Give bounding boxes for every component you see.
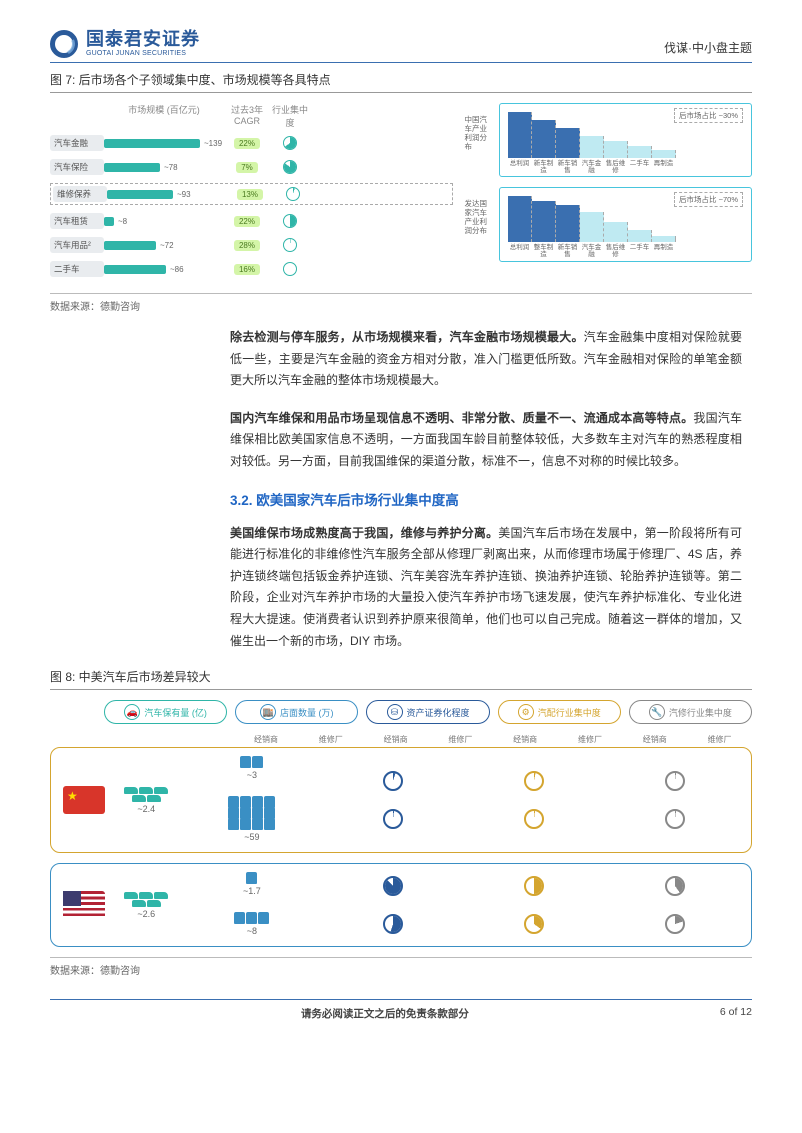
figure8-source: 数据来源：德勤咨询 [50,957,752,991]
page-header: 国泰君安证券 GUOTAI JUNAN SECURITIES 伐谋·中小盘主题 [50,30,752,63]
f8-header-pill: ⛁资产证券化程度 [366,700,489,724]
paragraph-2: 国内汽车维保和用品市场呈现信息不透明、非常分散、质量不一、流通成本高等特点。我国… [230,408,742,473]
f8-country-row: ~2.6 ~1.7 ~8 [50,863,752,947]
paragraph-1: 除去检测与停车服务，从市场规模来看，汽车金融市场规模最大。汽车金融集中度相对保险… [230,327,742,392]
pill-icon: 🔧 [649,704,665,720]
f8-header-pill: ⚙汽配行业集中度 [498,700,621,724]
col-cagr: 过去3年CAGR [224,103,270,129]
f7-row: 汽车金融 ~139 22% [50,135,453,151]
figure8-title: 图 8: 中美汽车后市场差异较大 [50,668,752,685]
f7-category: 汽车租赁 [50,213,104,229]
f8-header-pill: 🏬店面数量 (万) [235,700,358,724]
sub-dealer: 经销商 [234,734,299,745]
f7-row: 维修保养 ~93 13% [50,183,453,205]
f8-header-pill: 🚗汽车保有量 (亿) [104,700,227,724]
f8-header-pill: 🔧汽修行业集中度 [629,700,752,724]
f7-category: 二手车 [50,261,104,277]
logo-cn: 国泰君安证券 [86,30,200,50]
pill-icon: ⛁ [387,704,403,720]
logo-icon [50,30,78,58]
flag-us-icon [63,891,105,919]
f7-row: 汽车保险 ~78 7% [50,159,453,175]
f7-row: 汽车用品² ~72 28% [50,237,453,253]
pill-icon: 🚗 [124,704,140,720]
f7-category: 汽车保险 [50,159,104,175]
logo-en: GUOTAI JUNAN SECURITIES [86,50,200,58]
f7-category: 维修保养 [53,186,107,202]
f7-row: 汽车租赁 ~8 22% [50,213,453,229]
page-footer: 请务必阅读正文之后的免责条款部分 6 of 12 [50,999,752,1021]
f7-category: 汽车用品² [50,237,104,253]
header-tag: 伐谋·中小盘主题 [664,39,752,56]
f7-row: 二手车 ~86 16% [50,261,453,277]
figure8-chart: 🚗汽车保有量 (亿) 🏬店面数量 (万) ⛁资产证券化程度 ⚙汽配行业集中度 🔧汽修行业… [50,700,752,947]
section-3-2-title: 3.2. 欧美国家汽车后市场行业集中度高 [230,489,752,509]
col-con: 行业集中度 [270,103,310,129]
f7-category: 汽车金融 [50,135,104,151]
figure7-chart: 市场规模 (百亿元) 过去3年CAGR 行业集中度 汽车金融 ~139 22% … [50,103,752,285]
pill-icon: ⚙ [518,704,534,720]
logo: 国泰君安证券 GUOTAI JUNAN SECURITIES [50,30,200,58]
f8-country-row: ~2.4 ~3 ~59 [50,747,752,853]
footer-page: 6 of 12 [720,1006,752,1021]
paragraph-3: 美国维保市场成熟度高于我国，维修与养护分离。美国汽车后市场在发展中，第一阶段将所… [230,523,742,653]
figure7-source: 数据来源：德勤咨询 [50,293,752,327]
sub-repair: 维修厂 [298,734,363,745]
pill-icon: 🏬 [260,704,276,720]
col-scale: 市场规模 (百亿元) [104,103,224,129]
footer-disclaimer: 请务必阅读正文之后的免责条款部分 [50,1006,720,1021]
figure7-title: 图 7: 后市场各个子领域集中度、市场规模等各具特点 [50,71,752,88]
flag-cn-icon [63,786,105,814]
